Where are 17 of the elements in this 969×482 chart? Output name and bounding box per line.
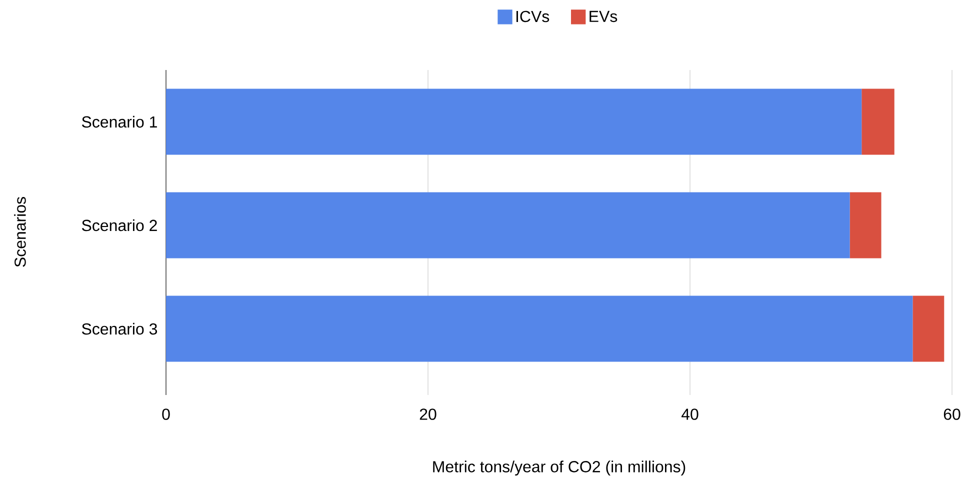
y-tick-label: Scenario 2 xyxy=(82,219,157,232)
legend-label: EVs xyxy=(590,10,618,22)
bar xyxy=(166,88,862,155)
bar xyxy=(862,88,894,155)
x-tick-label: 20 xyxy=(420,408,436,420)
x-tick-label: 60 xyxy=(944,408,960,420)
bar xyxy=(166,192,850,258)
y-tick-label: Scenario 1 xyxy=(82,116,157,128)
bar xyxy=(166,296,913,362)
y-tick-label: Scenario 3 xyxy=(82,322,158,335)
x-axis-title: Metric tons/year of CO2 (in millions) xyxy=(433,460,686,476)
bar xyxy=(912,296,944,362)
legend-label: ICVs xyxy=(516,10,550,22)
x-tick-label: 40 xyxy=(681,408,698,420)
y-axis-title: Scenarios xyxy=(14,197,26,267)
bar xyxy=(850,192,882,258)
x-tick-label: 0 xyxy=(162,408,170,420)
